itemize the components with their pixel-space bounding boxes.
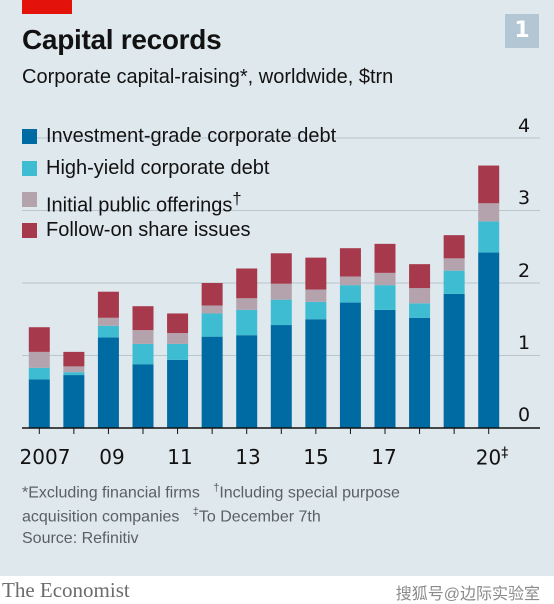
x-tick-label-17: 17 [371,445,397,469]
bar-2008-series-2 [63,366,85,373]
bar-2010-series-2 [132,330,154,344]
footnote-including: Including special purpose [219,484,400,502]
bar-2018-series-0 [409,317,431,428]
bar-2016-series-2 [339,276,361,286]
legend-label-follow-on: Follow-on share issues [46,219,251,241]
bar-2010-series-3 [132,306,154,331]
y-tick-label-3: 3 [517,187,531,209]
bar-2009-series-1 [97,325,119,338]
footnote-line-2: acquisition companies ‡To December 7th [22,506,321,526]
chart-subtitle: Corporate capital-raising*, worldwide, $… [22,66,394,88]
legend-label-ipo: Initial public offerings† [46,188,242,217]
watermark-text: 搜狐号@边际实验室 [395,586,540,603]
bar-2016-series-0 [339,302,361,428]
bar-2015-series-2 [305,289,327,302]
bar-2007-series-3 [28,327,50,352]
y-tick-label-4: 4 [517,115,531,137]
bar-2013-series-3 [236,268,258,299]
x-tick-label-15: 15 [303,445,329,469]
legend-swatch-follow-on [22,223,37,238]
bar-2012-series-0 [201,336,223,428]
chart-title: Capital records [22,24,222,55]
bar-2012-series-3 [201,283,223,306]
bar-2009-series-0 [97,337,119,428]
bar-2007-series-0 [28,379,50,428]
bar-2017-series-2 [374,272,396,286]
x-tick-label-2007: 2007 [19,445,71,469]
bar-2009-series-2 [97,317,119,326]
legend-label-investment-grade: Investment-grade corporate debt [46,125,337,147]
brand-red-tag [22,0,72,14]
bar-2013-series-0 [236,335,258,428]
bar-2016-series-1 [339,285,361,303]
x-tick-label-20: 20‡ [462,445,522,470]
bar-2014-series-3 [270,253,292,284]
bar-2009-series-3 [97,291,119,318]
bar-2014-series-0 [270,325,292,428]
bar-2011-series-1 [167,343,189,360]
bar-2019-series-2 [443,258,465,271]
bar-2015-series-1 [305,301,327,320]
y-tick-label-1: 1 [517,332,531,354]
bar-2008-series-0 [63,375,85,428]
source-note: Source: Refinitiv [22,530,139,547]
bar-2008-series-3 [63,351,85,367]
bar-2019-series-0 [443,293,465,428]
bar-2019-series-1 [443,270,465,294]
bar-2016-series-3 [339,248,361,277]
bar-2017-series-1 [374,285,396,310]
legend-label-ipo-mark: † [232,189,242,208]
bar-2013-series-1 [236,309,258,336]
bar-2018-series-3 [409,264,431,289]
footnote-acquisition: acquisition companies [22,508,180,526]
x-tick-label-09: 09 [99,445,125,469]
footnote-double-dagger-mark: ‡ [192,506,199,518]
bar-2017-series-3 [374,243,396,273]
y-tick-label-0: 0 [517,404,531,426]
bar-chart-plot [22,137,540,434]
y-tick-label-2: 2 [517,260,531,282]
bar-2012-series-2 [201,305,223,314]
bar-2020-series-3 [478,165,500,204]
legend-label-high-yield: High-yield corporate debt [46,157,270,179]
bar-2012-series-1 [201,313,223,337]
bar-2019-series-3 [443,235,465,259]
bar-2010-series-1 [132,343,154,365]
bar-2017-series-0 [374,309,396,428]
bar-2020-series-2 [478,203,500,222]
bar-2011-series-3 [167,313,189,334]
bar-2020-series-0 [478,252,500,428]
x-tick-label-11: 11 [167,445,193,469]
x-tick-label-20-text: 20 [475,445,502,470]
bar-2011-series-2 [167,333,189,344]
legend-swatch-high-yield [22,161,37,176]
chart-card: 1 Capital records Corporate capital-rais… [0,0,554,576]
bar-2008-series-1 [63,372,85,376]
bar-2013-series-2 [236,298,258,310]
x-tick-label-20-mark: ‡ [501,445,509,461]
footnote-dagger-mark: † [213,482,220,494]
bar-2007-series-1 [28,367,50,380]
bar-2018-series-1 [409,303,431,318]
bar-2015-series-0 [305,319,327,428]
bar-2015-series-3 [305,257,327,290]
legend-label-ipo-text: Initial public offerings [46,194,233,217]
legend-swatch-ipo [22,192,37,207]
bar-2014-series-1 [270,299,292,326]
footnote-december: To December 7th [198,508,321,526]
x-tick-label-13: 13 [235,445,261,469]
chart-number-badge: 1 [505,14,539,48]
bar-2014-series-2 [270,283,292,300]
bar-2011-series-0 [167,359,189,428]
publication-brand: The Economist [2,578,130,602]
legend-swatch-investment-grade [22,129,37,144]
bar-2020-series-1 [478,221,500,253]
bar-2010-series-0 [132,364,154,428]
footnote-excluding: *Excluding financial firms [22,484,200,502]
footnote-line-1: *Excluding financial firms †Including sp… [22,482,400,502]
bar-2018-series-2 [409,288,431,304]
bar-2007-series-2 [28,351,50,368]
